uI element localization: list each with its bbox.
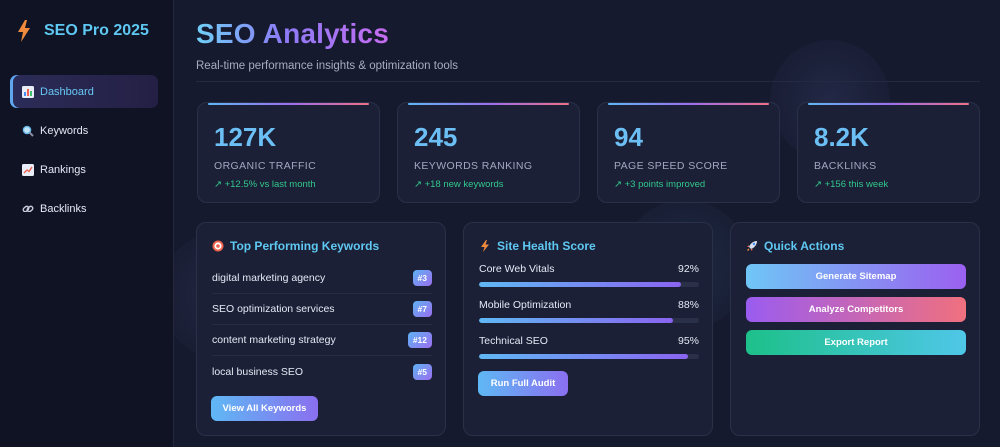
stat-change: ↗ +156 this week [814, 179, 889, 190]
page-subtitle: Real-time performance insights & optimiz… [196, 60, 459, 72]
stat-card-organic-traffic[interactable]: 127K ORGANIC TRAFFIC ↗ +12.5% vs last mo… [197, 102, 380, 203]
progress-track [479, 318, 699, 323]
rank-badge: #5 [412, 363, 432, 380]
page-header: SEO Analytics Real-time performance insi… [196, 18, 980, 72]
metric-label: Technical SEO [479, 335, 548, 347]
generate-sitemap-button[interactable]: Generate Sitemap [746, 264, 966, 289]
metric-label: Mobile Optimization [479, 299, 572, 311]
stat-value: 127K [214, 122, 277, 152]
header-divider [196, 81, 980, 82]
top-keywords-panel: Top Performing Keywords digital marketin… [196, 222, 446, 436]
stat-change: ↗ +3 points improved [614, 179, 706, 190]
panel-title-text: Quick Actions [764, 239, 845, 253]
lightning-icon [481, 240, 489, 252]
stat-value: 94 [614, 122, 643, 152]
run-full-audit-button[interactable]: Run Full Audit [478, 371, 568, 396]
rocket-icon [747, 241, 757, 251]
sidebar-item-rankings[interactable]: Rankings [10, 153, 158, 186]
sidebar-nav: Dashboard Keywords Rankings Backlinks [10, 75, 158, 212]
keyword-list: digital marketing agency #3 SEO optimiza… [212, 263, 432, 387]
keyword-row[interactable]: local business SEO #5 [212, 356, 432, 387]
health-metric: Core Web Vitals 92% [479, 263, 699, 287]
quick-actions-panel: Quick Actions Generate Sitemap Analyze C… [730, 222, 980, 436]
stat-change: ↗ +18 new keywords [414, 179, 504, 190]
progress-track [479, 354, 699, 359]
stat-change: ↗ +12.5% vs last month [214, 179, 316, 190]
panel-title: Top Performing Keywords [212, 239, 379, 253]
metric-value: 88% [677, 299, 699, 311]
target-icon [212, 240, 224, 252]
magnifier-icon [22, 125, 34, 137]
panel-title: Quick Actions [746, 239, 844, 253]
stat-label: PAGE SPEED SCORE [614, 160, 728, 172]
progress-fill [479, 318, 673, 323]
page-title: SEO Analytics [196, 18, 389, 49]
app-title: SEO Pro 2025 [44, 22, 149, 39]
lightning-icon [18, 20, 30, 42]
stat-value: 245 [414, 122, 458, 152]
stat-label: KEYWORDS RANKING [414, 160, 533, 172]
keyword-text: local business SEO [212, 365, 304, 378]
keyword-text: SEO optimization services [212, 303, 335, 315]
health-metrics: Core Web Vitals 92% Mobile Optimization … [479, 263, 699, 371]
stat-value: 8.2K [814, 122, 869, 152]
panel-title-text: Top Performing Keywords [230, 239, 380, 253]
sidebar-item-backlinks[interactable]: Backlinks [10, 192, 158, 212]
progress-track [479, 282, 699, 287]
site-health-panel: Site Health Score Core Web Vitals 92% Mo… [463, 222, 713, 436]
keyword-text: digital marketing agency [212, 272, 326, 284]
rank-badge: #3 [412, 270, 432, 286]
progress-fill [479, 282, 682, 287]
link-icon [22, 205, 34, 212]
stat-card-backlinks[interactable]: 8.2K BACKLINKS ↗ +156 this week [797, 102, 980, 203]
health-metric: Mobile Optimization 88% [479, 299, 699, 323]
metric-value: 95% [677, 335, 699, 347]
keyword-text: content marketing strategy [212, 334, 336, 346]
sidebar-item-label: Keywords [40, 124, 89, 137]
panel-title: Site Health Score [479, 239, 596, 253]
keyword-row[interactable]: content marketing strategy #12 [212, 325, 432, 356]
stat-card-page-speed[interactable]: 94 PAGE SPEED SCORE ↗ +3 points improved [597, 102, 780, 203]
trend-icon [22, 163, 34, 176]
sidebar-item-dashboard[interactable]: Dashboard [10, 75, 158, 108]
chart-icon [22, 85, 34, 98]
sidebar-item-label: Rankings [40, 163, 86, 176]
sidebar: SEO Pro 2025 Dashboard Keywords Ranki [0, 0, 174, 447]
stat-label: BACKLINKS [814, 160, 877, 172]
stat-label: ORGANIC TRAFFIC [214, 160, 317, 172]
keyword-row[interactable]: SEO optimization services #7 [212, 294, 432, 325]
view-all-keywords-button[interactable]: View All Keywords [211, 396, 318, 421]
metric-value: 92% [677, 263, 699, 275]
sidebar-item-keywords[interactable]: Keywords [10, 114, 158, 147]
rank-badge: #7 [412, 301, 432, 317]
panel-title-text: Site Health Score [497, 239, 596, 253]
health-metric: Technical SEO 95% [479, 335, 699, 359]
brand[interactable]: SEO Pro 2025 [16, 20, 149, 42]
metric-label: Core Web Vitals [479, 263, 555, 275]
rank-badge: #12 [407, 332, 432, 348]
sidebar-item-label: Backlinks [40, 202, 87, 213]
export-report-button[interactable]: Export Report [746, 330, 966, 355]
sidebar-item-label: Dashboard [40, 85, 94, 98]
analyze-competitors-button[interactable]: Analyze Competitors [746, 297, 966, 322]
stat-card-keywords-ranking[interactable]: 245 KEYWORDS RANKING ↗ +18 new keywords [397, 102, 580, 203]
keyword-row[interactable]: digital marketing agency #3 [212, 263, 432, 294]
progress-fill [479, 354, 688, 359]
